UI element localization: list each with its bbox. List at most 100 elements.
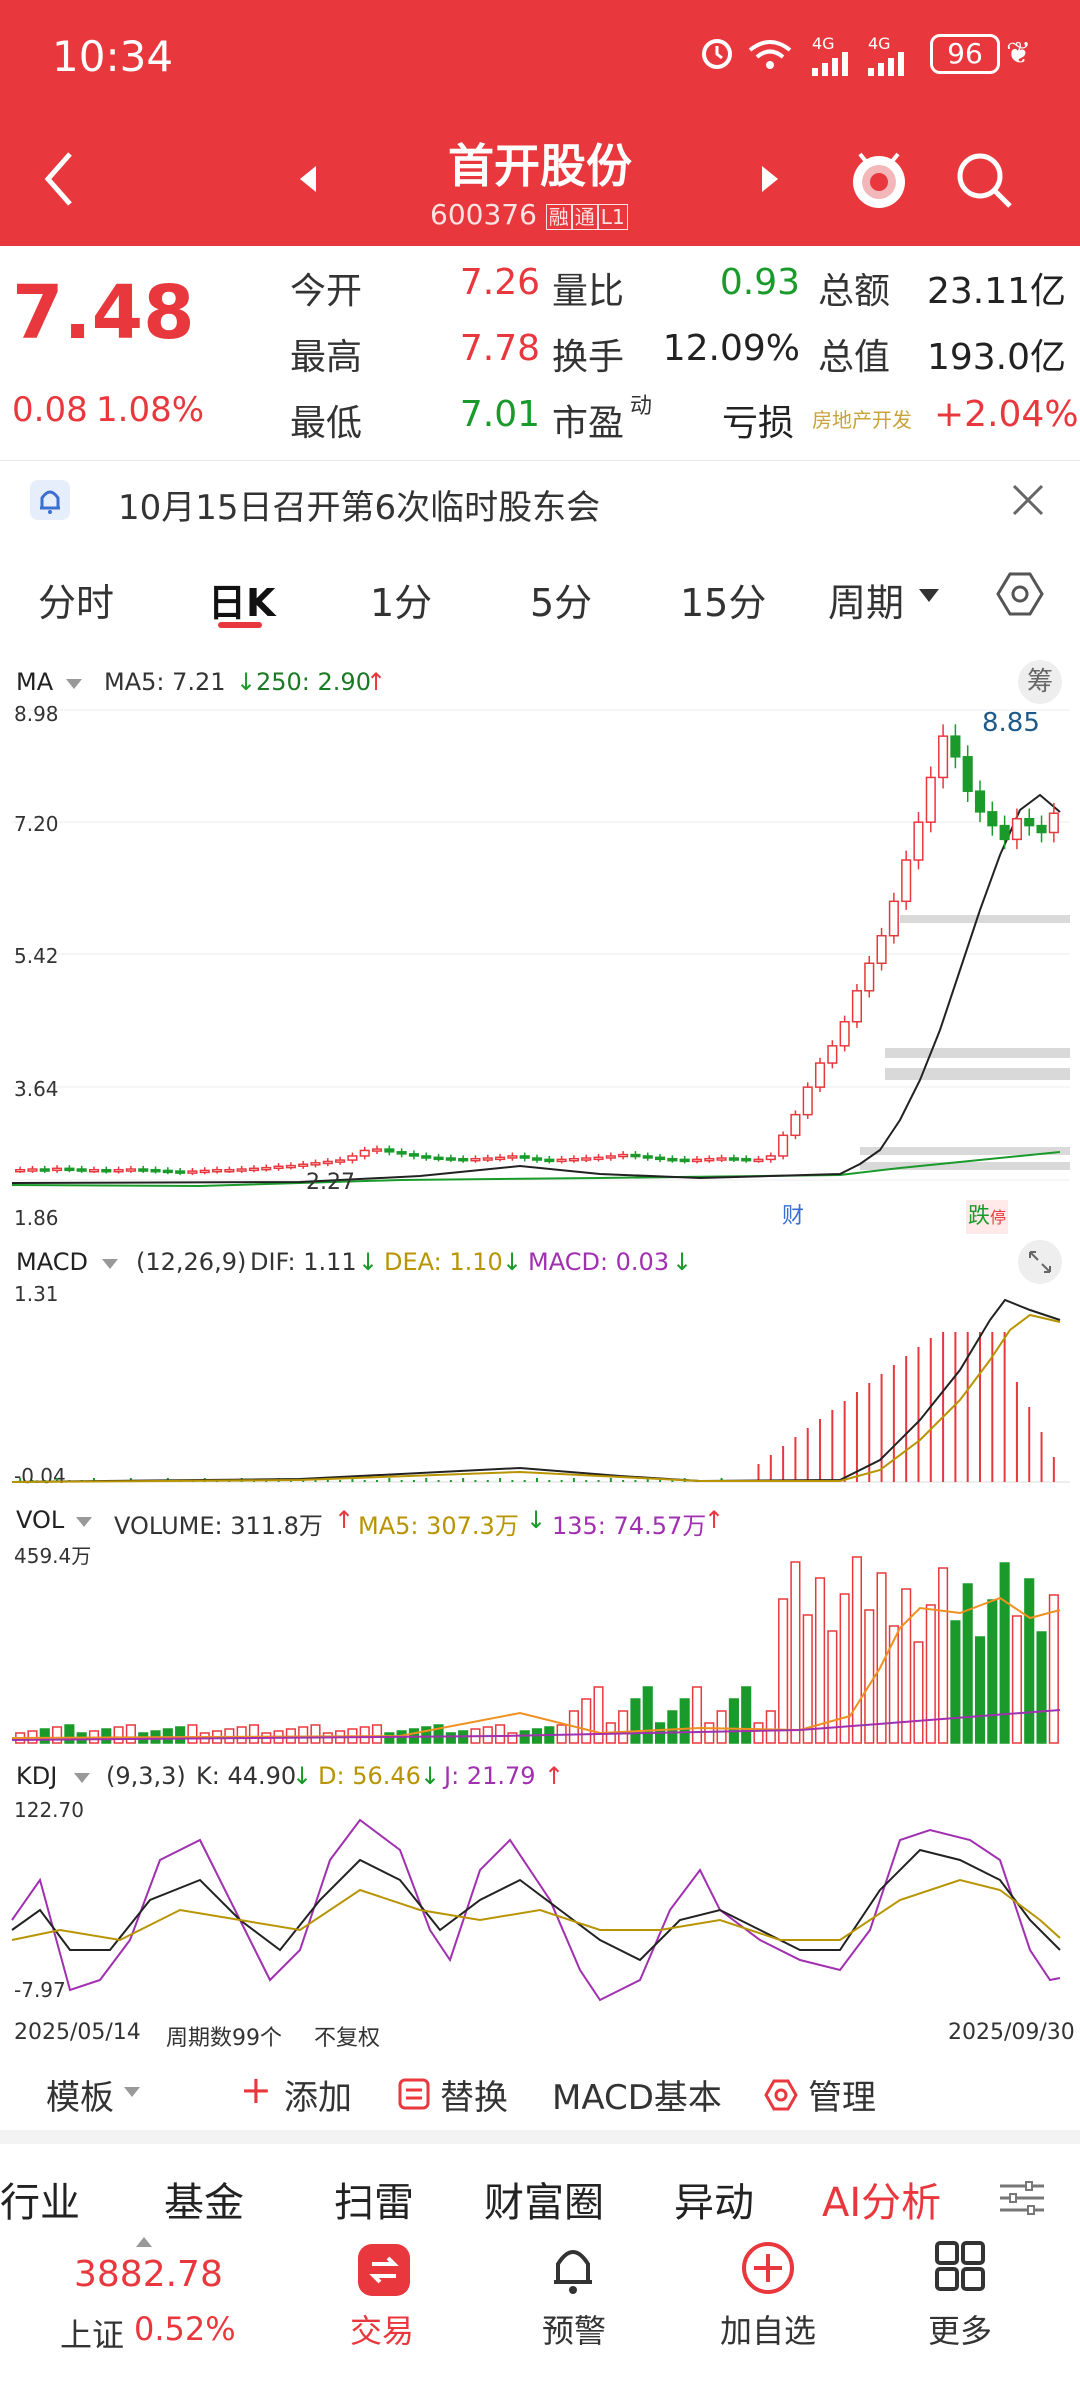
next-stock-icon[interactable] — [758, 164, 782, 194]
kdj-params: (9,3,3) — [106, 1762, 186, 1790]
tab-15min[interactable]: 15分 — [680, 581, 767, 625]
candle-body — [211, 1168, 223, 1173]
plus-icon[interactable]: + — [240, 2068, 272, 2112]
template-button[interactable]: 模板 — [46, 2078, 114, 2118]
chevron-down-icon[interactable] — [916, 582, 942, 608]
add-watch-label[interactable]: 加自选 — [720, 2312, 817, 2350]
prev-stock-icon[interactable] — [296, 164, 320, 194]
candle-body — [261, 1166, 272, 1171]
candle-body — [371, 1148, 383, 1152]
stock-code-row: 600376 融通 L1 — [430, 198, 670, 231]
notice-text[interactable]: 10月15日召开第6次临时股东会 — [118, 488, 601, 528]
dif-down-arrow: ↓ — [358, 1248, 379, 1276]
trade-icon[interactable] — [358, 2244, 410, 2296]
candle-body — [445, 1157, 456, 1161]
close-icon[interactable] — [1010, 482, 1046, 518]
index-up-arrow-icon — [134, 2234, 154, 2248]
sector-name[interactable]: 房地产开发 — [812, 408, 912, 432]
candle-body — [76, 1168, 87, 1172]
financial-event-marker[interactable]: 财 — [781, 1204, 804, 1229]
candle-body — [888, 900, 899, 937]
section-divider — [0, 2130, 1080, 2144]
index-change[interactable]: 0.52% — [134, 2310, 236, 2348]
volume-bar — [753, 1722, 764, 1744]
chip-distribution-button[interactable]: 筹 — [1018, 660, 1062, 704]
kdj-d-line — [11, 1878, 1061, 1942]
more-grid-icon[interactable] — [934, 2240, 986, 2292]
replace-button[interactable]: 替换 — [440, 2078, 508, 2118]
volume-bar — [704, 1722, 715, 1744]
candle-body — [64, 1167, 75, 1172]
expand-icon[interactable] — [1018, 1240, 1062, 1284]
candle-body — [864, 962, 875, 992]
candle-body — [113, 1168, 124, 1173]
candle-body — [138, 1168, 149, 1172]
candle-body — [335, 1159, 346, 1163]
kdj-indicator-name[interactable]: KDJ — [16, 1762, 58, 1790]
kline-chart[interactable] — [0, 700, 1080, 1230]
bottom-tab-ai-analysis[interactable]: AI分析 — [822, 2180, 942, 2226]
sector-change[interactable]: +2.04% — [934, 394, 1079, 435]
limit-down-event-marker[interactable]: 跌停 — [966, 1200, 1009, 1234]
tab-period[interactable]: 周期 — [828, 581, 905, 625]
tab-intraday[interactable]: 分时 — [38, 581, 115, 625]
candle-body — [851, 990, 863, 1023]
margin-badge: 融 — [545, 204, 572, 230]
signal-icon-1 — [812, 52, 852, 76]
ma-y-bottom: 1.86 — [14, 1206, 59, 1230]
add-button[interactable]: 添加 — [284, 2078, 352, 2118]
candle-body — [876, 934, 887, 965]
more-label[interactable]: 更多 — [928, 2312, 993, 2350]
vol-ratio-value: 0.93 — [719, 262, 800, 303]
candle-body — [556, 1158, 567, 1163]
kdj-y-top: 122.70 — [14, 1798, 84, 1822]
bottom-tab-fund[interactable]: 基金 — [164, 2180, 244, 2226]
index-value[interactable]: 3882.78 — [74, 2254, 223, 2295]
kdj-chart — [11, 1818, 1061, 2002]
bottom-tab-risk-scan[interactable]: 扫雷 — [334, 2180, 414, 2226]
end-date: 2025/09/30 — [948, 2020, 1075, 2045]
tab-5min[interactable]: 5分 — [530, 581, 593, 625]
volume-bar — [741, 1686, 752, 1744]
swap-icon[interactable] — [398, 2078, 430, 2110]
search-icon[interactable] — [952, 148, 1016, 212]
ma-indicator-name[interactable]: MA — [16, 668, 54, 696]
alert-bell-icon[interactable] — [548, 2240, 598, 2296]
ma250-line — [11, 1151, 1061, 1188]
ai-assistant-icon[interactable] — [846, 140, 912, 214]
candle-body — [298, 1163, 309, 1167]
dropdown-icon[interactable] — [64, 676, 84, 690]
tab-1min[interactable]: 1分 — [370, 581, 433, 625]
manage-icon[interactable] — [764, 2078, 798, 2112]
alert-label[interactable]: 预警 — [542, 2312, 607, 2350]
dropdown-icon[interactable] — [122, 2084, 142, 2098]
settings-hexagon-icon[interactable] — [996, 570, 1044, 618]
bottom-tab-industry[interactable]: 行业 — [0, 2180, 80, 2226]
dropdown-icon[interactable] — [72, 1770, 92, 1784]
filter-settings-icon[interactable] — [998, 2178, 1046, 2218]
manage-button[interactable]: 管理 — [808, 2078, 876, 2118]
dropdown-icon[interactable] — [74, 1514, 94, 1528]
bottom-tab-wealth-circle[interactable]: 财富圈 — [484, 2180, 604, 2226]
tab-daily-k[interactable]: 日K — [208, 581, 276, 625]
back-icon[interactable] — [36, 144, 86, 214]
volume-bar — [359, 1726, 370, 1744]
volume-bar — [999, 1562, 1010, 1744]
dropdown-icon[interactable] — [100, 1256, 120, 1270]
macd-basic-button[interactable]: MACD基本 — [552, 2078, 722, 2118]
macd-indicator-name[interactable]: MACD — [16, 1248, 88, 1276]
candle-body — [618, 1153, 629, 1158]
network-label-1: 4G — [812, 34, 835, 53]
volume-bar — [384, 1732, 395, 1744]
index-name[interactable]: 上证 — [60, 2316, 125, 2354]
vol-indicator-name[interactable]: VOL — [16, 1506, 65, 1534]
volume-bar — [814, 1577, 826, 1744]
current-price: 7.48 — [12, 270, 195, 356]
price-change-pct: 1.08% — [96, 390, 205, 430]
bottom-tab-movement[interactable]: 异动 — [674, 2180, 754, 2226]
adjust-mode[interactable]: 不复权 — [314, 2026, 381, 2051]
add-watch-icon[interactable] — [740, 2240, 796, 2296]
volume-bar — [162, 1728, 173, 1744]
trade-label[interactable]: 交易 — [350, 2312, 415, 2350]
dea-down-arrow: ↓ — [502, 1248, 523, 1276]
